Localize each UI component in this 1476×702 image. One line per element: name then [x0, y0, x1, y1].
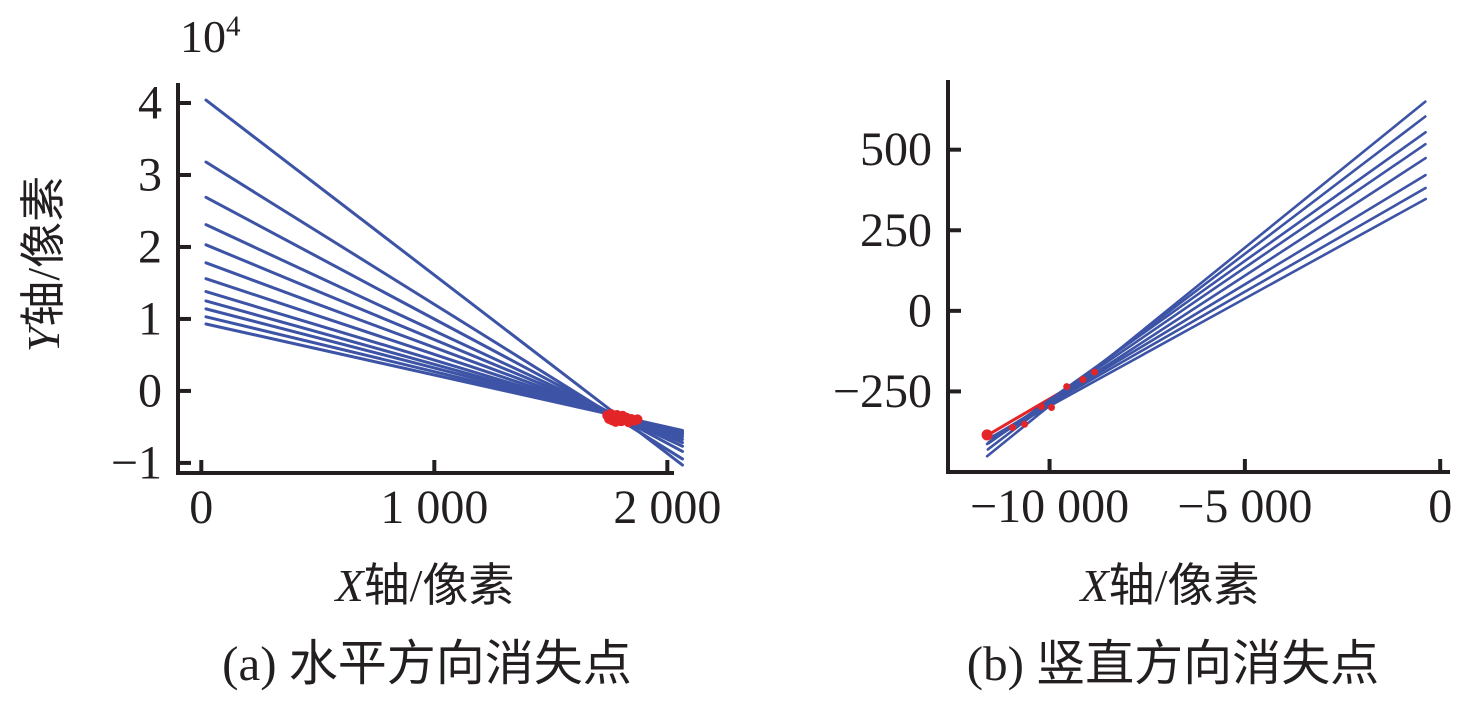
- panel-a-y-axis-label: Y轴/像素: [18, 175, 69, 353]
- y-tick-label: 0: [138, 364, 162, 417]
- panel-a-caption: (a) 水平方向消失点: [222, 636, 632, 691]
- vanishing-point-marker: [1063, 383, 1071, 391]
- edge-line-4: [985, 142, 1427, 446]
- y-tick-label: 4: [138, 76, 162, 129]
- vanishing-point-marker: [1048, 404, 1056, 412]
- y-tick-label: −1: [111, 436, 162, 489]
- vanishing-point-marker: [1021, 420, 1029, 428]
- vanishing-point-marker: [1037, 403, 1045, 411]
- panel-vertical-vanishing-point: 500 250 0 −250 −10 000 −5 000 0 X轴/像素 (b) 竖直方向…: [740, 0, 1476, 702]
- vanishing-point-marker: [1008, 424, 1016, 432]
- edge-line-3: [987, 130, 1427, 445]
- panel-b-caption: (b) 竖直方向消失点: [966, 636, 1380, 691]
- vanishing-point-marker-large: [981, 429, 993, 441]
- panel-b-x-axis-label: X轴/像素: [1080, 560, 1260, 611]
- edge-line-7: [991, 186, 1427, 438]
- x-tick-label: −10 000: [970, 480, 1129, 533]
- edge-line-6: [989, 173, 1427, 440]
- panel-a-plot-canvas: 4 3 2 1 0 −1 0 1 000 2 000: [111, 76, 721, 534]
- edge-line-8: [993, 197, 1428, 438]
- y-tick-label: 1: [138, 292, 162, 345]
- y-tick-label: 3: [138, 148, 162, 201]
- panel-horizontal-vanishing-point: 4 3 2 1 0 −1 0 1 000 2 000 104 Y轴/像素 X轴/像素 (a) 水…: [18, 10, 721, 691]
- y-tick-label: 250: [860, 204, 932, 257]
- vanishing-point-marker: [1079, 375, 1087, 383]
- edge-line-1: [204, 98, 684, 467]
- axis-spines: [176, 83, 674, 475]
- panel-a-x-axis-label: X轴/像素: [335, 560, 515, 611]
- x-tick-label: 1 000: [380, 481, 488, 534]
- y-tick-label: 0: [908, 284, 932, 337]
- x-tick-label: 2 000: [613, 481, 721, 534]
- y-tick-label: 2: [138, 220, 162, 273]
- y-tick-label: −250: [833, 365, 932, 418]
- axis-spines: [946, 80, 1450, 474]
- x-tick-label: 0: [189, 481, 213, 534]
- x-tick-label: 0: [1428, 480, 1452, 533]
- vanishing-point-marker: [1090, 368, 1098, 376]
- vanishing-point-marker: [632, 414, 643, 425]
- panel-a-y-axis-multiplier: 104: [180, 10, 241, 62]
- y-tick-label: 500: [860, 123, 932, 176]
- panel-b-plot-canvas: 500 250 0 −250 −10 000 −5 000 0: [833, 80, 1452, 533]
- x-tick-label: −5 000: [1177, 480, 1312, 533]
